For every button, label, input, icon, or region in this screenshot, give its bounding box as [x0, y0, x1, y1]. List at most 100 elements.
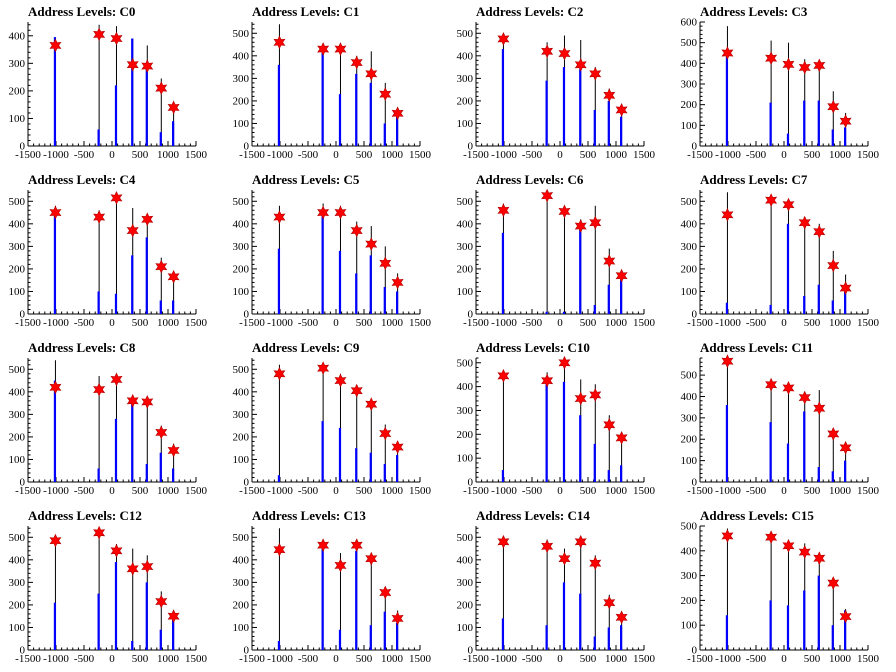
- x-tick-label: 0: [557, 485, 563, 497]
- x-tick-label: 1000: [381, 653, 404, 665]
- histogram-bar: [321, 214, 324, 314]
- histogram-bar: [172, 300, 175, 314]
- fit-marker: [558, 46, 571, 61]
- fit-marker: [141, 59, 154, 73]
- fit-marker: [603, 88, 616, 103]
- histogram-bar: [803, 295, 806, 314]
- panel-title: Address Levels: C10: [476, 340, 590, 355]
- histogram-bar: [579, 593, 582, 650]
- fit-marker: [49, 205, 62, 220]
- histogram-bar: [501, 470, 505, 482]
- x-tick-label: -1000: [715, 317, 741, 329]
- histogram-bar: [817, 100, 820, 146]
- x-tick-label: -1000: [267, 653, 293, 665]
- histogram-bar: [725, 55, 729, 146]
- histogram-bar: [725, 405, 729, 482]
- histogram-bar: [844, 127, 847, 146]
- histogram-bar: [562, 582, 566, 650]
- x-tick-label: 500: [804, 653, 821, 665]
- y-tick-label: 200: [681, 263, 698, 275]
- fit-marker: [273, 35, 286, 50]
- fit-marker: [541, 373, 554, 388]
- x-tick-label: -1000: [267, 317, 293, 329]
- y-tick-label: 400: [681, 545, 698, 557]
- x-tick-label: -500: [746, 485, 767, 497]
- histogram-bar: [172, 468, 175, 482]
- histogram-bar: [562, 381, 566, 482]
- histogram-bar: [53, 602, 57, 650]
- histogram-bar: [321, 51, 324, 146]
- fit-marker: [827, 99, 840, 114]
- panel-title: Address Levels: C3: [700, 4, 808, 19]
- histogram-bar: [355, 448, 358, 482]
- x-tick-label: 0: [109, 653, 115, 665]
- y-tick-label: 500: [9, 196, 26, 208]
- x-tick-label: 0: [557, 653, 563, 665]
- y-tick-label: 400: [233, 386, 250, 398]
- histogram-bar: [53, 37, 57, 146]
- histogram-bar: [620, 116, 623, 146]
- x-tick-label: -1500: [463, 317, 489, 329]
- y-tick-label: 100: [9, 622, 26, 634]
- y-tick-label: 400: [9, 554, 26, 566]
- chart-svg: 0 100 200 300 400 500 -1500 -1000 -500 0 500 1000 15…: [233, 526, 432, 665]
- panel-title: Address Levels: C11: [700, 340, 814, 355]
- x-tick-label: -1000: [43, 317, 69, 329]
- fit-marker: [317, 42, 330, 56]
- y-tick-label: 200: [681, 595, 698, 607]
- y-tick-label: 200: [233, 431, 250, 443]
- histogram-bar: [383, 286, 386, 314]
- chart-svg: 0 100 200 300 400 -1500 -1000 -500 0 500 1000 1500: [9, 22, 208, 161]
- fit-marker: [589, 556, 602, 571]
- fit-marker: [334, 373, 347, 388]
- fit-marker: [813, 401, 826, 416]
- panel-c12: Address Levels: C12 0 100 200 300 400 500 -1500…: [0, 504, 224, 672]
- x-tick-label: -500: [746, 317, 767, 329]
- y-tick-label: 500: [9, 532, 26, 544]
- fit-marker: [391, 440, 404, 454]
- x-tick-label: 0: [781, 485, 787, 497]
- fit-marker: [126, 561, 139, 576]
- fit-marker: [589, 66, 602, 81]
- fit-marker: [273, 542, 286, 557]
- fit-marker: [813, 551, 826, 566]
- histogram-bar: [131, 400, 134, 482]
- y-tick-label: 200: [9, 599, 26, 611]
- histogram-bar: [579, 415, 582, 482]
- histogram-bar: [844, 610, 847, 650]
- fit-marker: [334, 42, 347, 56]
- y-tick-label: 0: [20, 477, 26, 489]
- panel-title: Address Levels: C8: [28, 340, 136, 355]
- x-tick-label: 1000: [157, 653, 180, 665]
- x-tick-label: 1500: [857, 653, 880, 665]
- x-tick-label: 1500: [185, 317, 208, 329]
- y-tick-label: 100: [457, 286, 474, 298]
- histogram-bar: [817, 575, 820, 650]
- histogram-bar: [383, 611, 386, 650]
- y-tick-label: 100: [233, 454, 250, 466]
- fit-marker: [365, 551, 378, 566]
- fit-marker: [603, 595, 616, 610]
- y-tick-label: 400: [9, 218, 26, 230]
- panel-c15: Address Levels: C15 0 100 200 300 400 500 -1500…: [672, 504, 896, 672]
- x-tick-label: -1000: [43, 149, 69, 161]
- fit-marker: [574, 534, 587, 549]
- fit-marker: [765, 530, 778, 545]
- histogram-bar: [593, 443, 596, 482]
- y-tick-label: 500: [233, 28, 250, 40]
- panel-c4: Address Levels: C4 0 100 200 300 400 500 -1500-…: [0, 168, 224, 336]
- x-tick-label: -1500: [15, 149, 41, 161]
- histogram-bar: [831, 129, 834, 146]
- fit-marker: [155, 594, 168, 609]
- histogram-bar: [545, 625, 548, 650]
- x-tick-label: -1500: [239, 485, 265, 497]
- fit-marker: [721, 46, 734, 60]
- histogram-bar: [803, 100, 806, 146]
- histogram-bar: [593, 304, 596, 314]
- x-tick-label: -1500: [239, 317, 265, 329]
- x-tick-label: 1000: [605, 653, 628, 665]
- histogram-bar: [355, 550, 358, 650]
- y-tick-label: 500: [233, 196, 250, 208]
- x-tick-label: -1000: [715, 653, 741, 665]
- histogram-bar: [607, 470, 610, 482]
